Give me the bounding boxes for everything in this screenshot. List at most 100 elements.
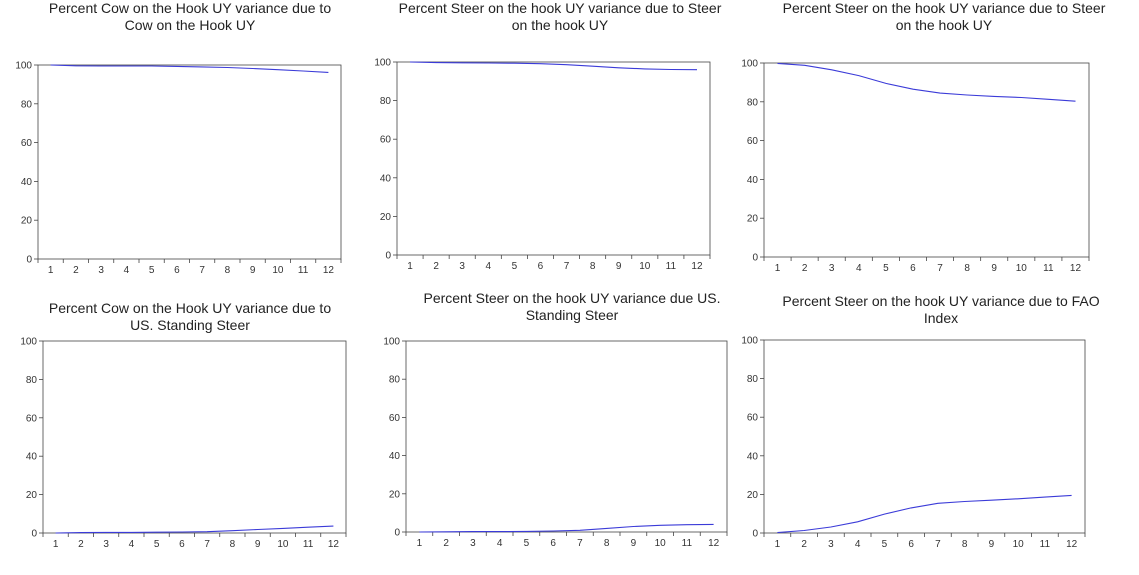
y-tick-label: 60 <box>389 413 401 424</box>
x-tick-label: 1 <box>407 261 413 272</box>
chart-title-line1: Percent Steer on the hook UY variance du… <box>423 290 721 306</box>
x-tick-label: 1 <box>775 539 781 550</box>
y-tick-label: 0 <box>31 529 37 540</box>
series-line <box>50 64 329 73</box>
x-tick-label: 1 <box>48 265 54 276</box>
plot-frame <box>42 340 347 534</box>
x-tick-label: 10 <box>1013 539 1025 550</box>
x-tick-label: 6 <box>179 539 185 550</box>
y-tick-label: 60 <box>21 138 33 149</box>
series-line <box>55 525 334 534</box>
chart-title-line2: on the hook UY <box>511 17 609 33</box>
series-line <box>777 62 1076 102</box>
y-tick-label: 0 <box>26 255 32 266</box>
chart-title-line1: Percent Steer on the hook UY variance du… <box>782 0 1106 16</box>
x-tick-label: 2 <box>443 538 449 549</box>
y-tick-label: 0 <box>752 529 758 540</box>
x-tick-label: 12 <box>328 539 340 550</box>
x-tick-label: 11 <box>682 538 693 549</box>
chart-title-line2: US. Standing Steer <box>130 317 250 333</box>
chart-title-line1: Percent Cow on the Hook UY variance due … <box>48 0 332 16</box>
y-tick-label: 40 <box>747 175 759 186</box>
x-tick-label: 3 <box>829 263 835 274</box>
x-tick-label: 7 <box>935 539 941 550</box>
y-tick-label: 40 <box>389 451 401 462</box>
x-tick-label: 6 <box>550 538 556 549</box>
x-tick-label: 5 <box>882 539 888 550</box>
chart-title-line1: Percent Steer on the hook UY variance du… <box>782 293 1100 309</box>
x-tick-label: 9 <box>991 263 997 274</box>
chart-title-line2: Cow on the Hook UY <box>124 17 256 33</box>
x-tick-label: 9 <box>255 539 261 550</box>
x-tick-label: 10 <box>639 261 651 272</box>
x-tick-label: 11 <box>303 539 314 550</box>
plot-frame <box>763 62 1090 258</box>
x-tick-label: 7 <box>577 538 583 549</box>
x-tick-label: 6 <box>174 265 180 276</box>
chart-panel: Percent Steer on the hook UY variance du… <box>370 0 750 275</box>
x-tick-label: 2 <box>802 263 808 274</box>
x-tick-label: 8 <box>590 261 596 272</box>
chart-title: Percent Steer on the hook UY variance du… <box>370 0 750 34</box>
y-tick-label: 100 <box>741 59 758 70</box>
x-tick-label: 10 <box>277 539 289 550</box>
x-tick-label: 4 <box>856 263 862 274</box>
y-tick-label: 100 <box>20 337 37 348</box>
chart-panel: Percent Steer on the hook UY variance du… <box>741 293 1131 568</box>
chart-title: Percent Steer on the hook UY variance du… <box>382 290 762 324</box>
x-tick-label: 2 <box>78 539 84 550</box>
y-tick-label: 60 <box>380 135 392 146</box>
x-tick-label: 8 <box>230 539 236 550</box>
x-tick-label: 12 <box>708 538 720 549</box>
y-tick-label: 80 <box>26 375 38 386</box>
x-tick-label: 4 <box>855 539 861 550</box>
y-tick-label: 40 <box>21 177 33 188</box>
x-tick-label: 4 <box>124 265 130 276</box>
y-tick-label: 100 <box>374 58 391 69</box>
x-tick-label: 6 <box>538 261 544 272</box>
x-tick-label: 6 <box>908 539 914 550</box>
plot-frame <box>396 61 711 256</box>
x-tick-label: 1 <box>417 538 423 549</box>
y-tick-label: 40 <box>380 173 392 184</box>
x-tick-label: 9 <box>250 265 256 276</box>
y-tick-label: 20 <box>21 216 33 227</box>
y-tick-label: 80 <box>21 99 33 110</box>
x-tick-label: 3 <box>828 539 834 550</box>
x-tick-label: 5 <box>524 538 530 549</box>
y-tick-label: 0 <box>394 528 400 539</box>
chart-title: Percent Steer on the hook UY variance du… <box>754 0 1134 34</box>
x-tick-label: 10 <box>655 538 667 549</box>
chart-title-line2: on the hook UY <box>895 17 993 33</box>
x-tick-label: 12 <box>1070 263 1082 274</box>
x-tick-label: 4 <box>497 538 503 549</box>
y-tick-label: 100 <box>15 61 32 72</box>
x-tick-label: 10 <box>272 265 284 276</box>
x-tick-label: 4 <box>486 261 492 272</box>
chart-title: Percent Steer on the hook UY variance du… <box>751 293 1131 327</box>
y-tick-label: 60 <box>747 413 759 424</box>
x-tick-label: 3 <box>459 261 465 272</box>
x-tick-label: 7 <box>937 263 943 274</box>
y-tick-label: 60 <box>26 413 38 424</box>
x-tick-label: 5 <box>512 261 518 272</box>
x-tick-label: 11 <box>666 261 677 272</box>
chart-title: Percent Cow on the Hook UY variance due … <box>0 0 380 34</box>
x-tick-label: 11 <box>1043 263 1054 274</box>
x-tick-label: 3 <box>470 538 476 549</box>
x-tick-label: 6 <box>910 263 916 274</box>
y-tick-label: 40 <box>747 451 759 462</box>
x-tick-label: 8 <box>962 539 968 550</box>
chart-panel: Percent Steer on the hook UY variance du… <box>382 290 762 565</box>
y-tick-label: 80 <box>747 374 759 385</box>
x-tick-label: 11 <box>1040 539 1051 550</box>
x-tick-label: 7 <box>204 539 210 550</box>
chart-panel: Percent Steer on the hook UY variance du… <box>741 0 1134 275</box>
x-tick-label: 8 <box>225 265 231 276</box>
plot-frame <box>37 64 342 260</box>
y-tick-label: 100 <box>383 337 400 348</box>
